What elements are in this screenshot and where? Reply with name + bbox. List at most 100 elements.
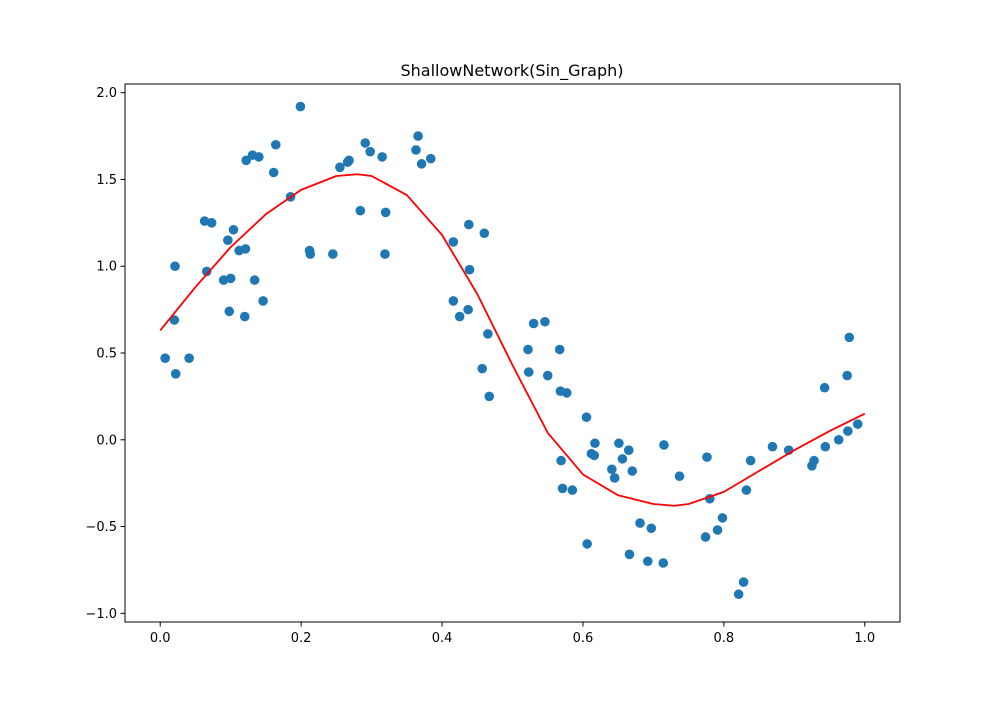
data-point (377, 152, 387, 162)
data-point (305, 249, 316, 259)
data-point (642, 556, 653, 567)
data-point (589, 450, 600, 461)
data-point (733, 589, 744, 600)
data-point (528, 318, 539, 329)
data-point (223, 235, 233, 245)
data-point (365, 146, 375, 157)
x-tick-label: 0.4 (432, 631, 453, 646)
data-point (454, 311, 465, 322)
data-point (523, 367, 534, 377)
data-point (335, 162, 345, 173)
data-point (819, 382, 830, 393)
data-point (741, 485, 752, 495)
data-point (624, 549, 635, 560)
data-point (852, 419, 863, 429)
data-point (843, 426, 853, 436)
data-point (206, 218, 217, 228)
data-point (700, 532, 711, 542)
data-point (607, 464, 617, 475)
data-point (635, 518, 645, 528)
data-point (617, 454, 628, 464)
data-point (712, 525, 723, 535)
data-point (355, 205, 366, 216)
x-tick-label: 0.8 (714, 631, 735, 646)
data-point (561, 388, 572, 398)
data-point (554, 344, 565, 355)
data-point (717, 513, 728, 523)
data-point (413, 131, 423, 141)
data-point (627, 466, 638, 476)
fitted-curve-series (159, 173, 866, 507)
data-point (380, 207, 391, 218)
data-point (169, 315, 180, 325)
data-point (738, 577, 749, 587)
data-point (658, 558, 669, 568)
data-point (295, 101, 306, 112)
data-point (844, 332, 855, 343)
data-point (745, 455, 756, 466)
data-point (268, 167, 279, 178)
x-tick-label: 1.0 (854, 631, 875, 646)
x-axis: 0.0 0.2 0.4 0.6 0.8 1.0 (150, 622, 875, 646)
data-point (582, 539, 592, 549)
x-tick-label: 0.2 (291, 631, 312, 646)
data-point (614, 438, 624, 449)
data-point (581, 412, 592, 423)
data-point (270, 139, 281, 150)
data-point (674, 471, 685, 482)
data-point (328, 249, 338, 259)
x-tick-label: 0.0 (150, 631, 171, 646)
data-point (225, 273, 236, 284)
data-point (239, 311, 250, 322)
data-point (590, 438, 600, 449)
data-point (463, 304, 473, 315)
data-point (842, 370, 852, 381)
data-point (160, 353, 170, 364)
data-point (464, 219, 474, 230)
y-tick-label: 1.5 (96, 173, 117, 188)
y-tick-label: 2.0 (96, 86, 117, 101)
data-point (542, 370, 553, 381)
data-point (201, 266, 212, 277)
data-point (258, 296, 268, 306)
data-point (170, 369, 181, 379)
data-point (477, 363, 488, 374)
y-axis: −1.0 −0.5 0.0 0.5 1.0 1.5 2.0 (85, 86, 125, 622)
data-point (241, 155, 251, 166)
chart-title: ShallowNetwork(Sin_Graph) (401, 61, 624, 81)
data-point (820, 441, 831, 452)
data-point (833, 434, 844, 445)
data-point (557, 483, 568, 494)
data-point (240, 244, 251, 254)
data-point (448, 237, 459, 247)
plot-frame (124, 83, 901, 623)
data-point (416, 159, 427, 169)
data-point (567, 485, 578, 495)
y-tick-label: 1.0 (96, 260, 117, 275)
data-point (702, 452, 712, 462)
data-point (540, 316, 550, 327)
data-point (228, 224, 239, 235)
fitted-curve-line (159, 173, 866, 507)
y-tick-label: −0.5 (85, 520, 117, 535)
data-point (556, 455, 566, 466)
data-point (479, 228, 490, 239)
data-point (170, 261, 180, 272)
data-point (411, 145, 421, 155)
data-point (464, 264, 475, 275)
data-point (254, 152, 264, 162)
data-point (380, 249, 390, 259)
data-point (344, 155, 354, 166)
data-point (646, 523, 657, 534)
data-point (184, 353, 194, 364)
data-point (609, 473, 620, 483)
data-point (523, 344, 533, 355)
y-tick-label: 0.0 (96, 433, 117, 448)
data-point (425, 153, 436, 164)
data-point (224, 306, 235, 317)
x-tick-label: 0.6 (573, 631, 594, 646)
data-point (767, 441, 778, 452)
